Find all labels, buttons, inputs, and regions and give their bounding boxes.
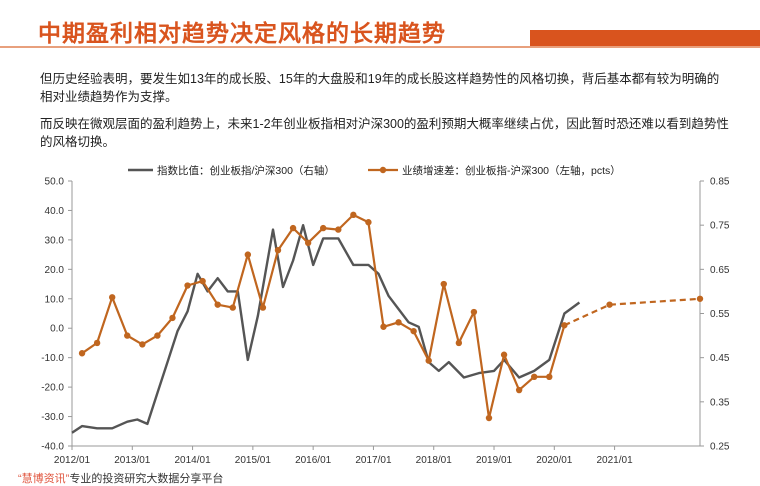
- series-growth-point: [335, 226, 342, 233]
- series-growth-point: [485, 414, 493, 422]
- series-ratio-line: [71, 224, 581, 434]
- x-tick-label: 2019/01: [476, 455, 513, 466]
- y-left-tick-label: -10.0: [41, 353, 64, 364]
- series-growth-point: [380, 323, 387, 330]
- series-growth-point: [154, 332, 161, 339]
- series-growth-point: [455, 339, 463, 347]
- x-tick-label: 2020/01: [536, 455, 573, 466]
- series-growth-point: [350, 211, 357, 219]
- series-growth-point: [169, 314, 176, 322]
- title-accent-bar: [530, 30, 760, 46]
- series-growth-point: [470, 308, 478, 316]
- series-growth-point: [304, 239, 312, 247]
- y-left-tick-label: 10.0: [45, 294, 65, 305]
- y-left-tick-label: -20.0: [41, 383, 64, 394]
- series-growth-point: [139, 341, 146, 348]
- series-growth-point: [108, 294, 116, 301]
- footer-text: 专业的投资研究大数据分享平台: [69, 473, 224, 485]
- series-growth-point: [199, 277, 206, 285]
- series-growth-line: [81, 213, 566, 420]
- conclusion-paragraph: 而反映在微观层面的盈利趋势上，未来1-2年创业板指相对沪深300的盈利预期大概率…: [40, 117, 729, 149]
- y-right-tick-label: 0.35: [710, 397, 730, 408]
- x-tick-label: 2017/01: [355, 455, 392, 466]
- footer: “慧博资讯”专业的投资研究大数据分享平台: [18, 470, 223, 486]
- x-tick-label: 2016/01: [295, 455, 332, 466]
- y-left-tick-label: 50.0: [45, 177, 65, 188]
- x-tick-label: 2012/01: [54, 455, 91, 466]
- legend-growth-marker: [379, 166, 387, 174]
- y-left-tick-label: -40.0: [41, 442, 64, 453]
- series-growth-point: [274, 246, 282, 254]
- series-growth-point: [500, 351, 508, 358]
- series-growth-point: [93, 339, 101, 347]
- y-left-tick-label: 30.0: [45, 235, 65, 246]
- series-growth-point: [515, 386, 523, 394]
- series-growth-forecast-point: [606, 301, 613, 308]
- y-right-tick-label: 0.65: [710, 265, 730, 276]
- series-growth-point: [259, 304, 267, 311]
- series-growth-point: [184, 282, 191, 289]
- chart-legend: 指数比值：创业板指/沪深300（右轴） 业绩增速差：创业板指-沪深300（左轴，p…: [128, 164, 621, 177]
- y-left-tick-label: 20.0: [45, 265, 65, 276]
- series-growth-point: [531, 373, 538, 381]
- y-right-tick-label: 0.75: [710, 221, 730, 232]
- series-growth-point: [546, 373, 553, 381]
- series-growth-point: [78, 350, 86, 357]
- y-left-tick-label: 0.0: [50, 324, 64, 335]
- footer-brand: “慧博资讯”: [18, 473, 70, 485]
- x-tick-label: 2013/01: [114, 455, 151, 466]
- series-growth-point: [320, 224, 327, 232]
- series-growth-forecast-line: [563, 297, 701, 327]
- intro-paragraph: 但历史经验表明，要发生如13年的成长股、15年的大盘股和19年的成长股这样趋势性…: [40, 72, 720, 104]
- series-growth-point: [229, 304, 236, 311]
- series-growth-point: [124, 332, 131, 339]
- series-growth-point: [214, 301, 221, 308]
- series-growth-point: [440, 280, 447, 288]
- y-right-tick-label: 0.25: [710, 442, 730, 453]
- title-divider: [0, 46, 760, 48]
- series-growth-point: [365, 219, 372, 226]
- x-tick-label: 2015/01: [235, 455, 272, 466]
- y-right-tick-label: 0.55: [710, 309, 730, 320]
- series-growth-point: [244, 251, 252, 258]
- series-growth-forecast-point: [696, 295, 704, 302]
- x-tick-label: 2014/01: [174, 455, 211, 466]
- page-title: 中期盈利相对趋势决定风格的长期趋势: [38, 20, 446, 46]
- chart-axes: 50.0 40.0 30.0 20.0 10.0 0.0 -10.0 -20.0 -30.0 -4…: [41, 177, 730, 467]
- series-growth-point: [410, 327, 417, 335]
- y-left-tick-label: -30.0: [41, 412, 64, 423]
- x-tick-label: 2018/01: [416, 455, 453, 466]
- legend-ratio-label: 指数比值：创业板指/沪深300（右轴）: [157, 164, 335, 177]
- series-growth-point: [425, 357, 432, 364]
- series-growth-point: [395, 319, 402, 326]
- series-growth-point: [289, 224, 297, 232]
- y-right-tick-label: 0.45: [710, 353, 730, 364]
- x-tick-label: 2021/01: [597, 455, 634, 466]
- legend-growth-label: 业绩增速差：创业板指-沪深300（左轴，pcts）: [402, 164, 621, 177]
- y-left-tick-label: 40.0: [45, 206, 65, 217]
- y-right-tick-label: 0.85: [710, 177, 730, 188]
- chart-series: [71, 211, 704, 434]
